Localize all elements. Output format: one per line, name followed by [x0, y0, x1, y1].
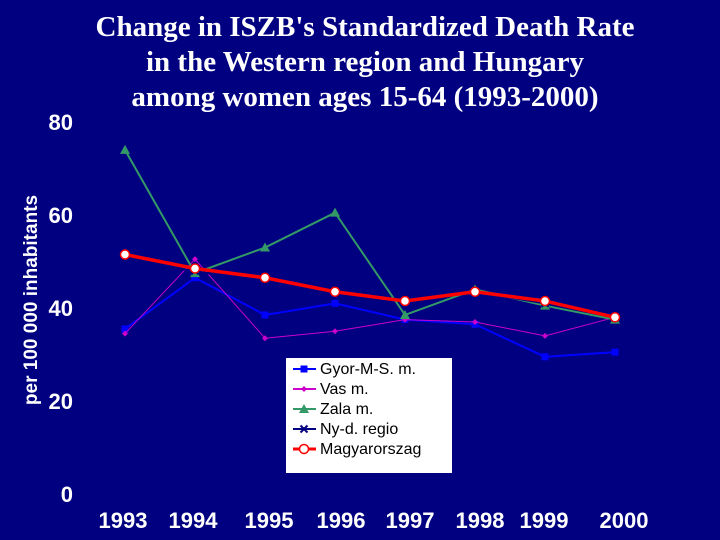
legend-entry: Ny-d. regio — [293, 421, 398, 438]
data-point — [542, 332, 548, 339]
legend-label: Zala m. — [320, 401, 373, 418]
data-point — [260, 242, 270, 252]
data-point — [261, 311, 269, 319]
data-point — [611, 348, 619, 356]
legend-entry: Magyarorszag — [293, 441, 421, 458]
legend-entry: Gyor-M-S. m. — [293, 361, 416, 378]
data-point — [189, 263, 201, 274]
legend-swatch-marker — [301, 386, 307, 392]
y-tick-label: 60 — [49, 203, 73, 228]
y-tick-label: 0 — [61, 482, 73, 507]
x-tick-label: 1996 — [317, 508, 366, 533]
chart-title-line-1: Change in ISZB's Standardized Death Rate — [96, 11, 635, 43]
data-point — [259, 272, 271, 284]
legend-swatch-marker — [299, 424, 309, 434]
y-tick-label: 20 — [49, 389, 73, 414]
series-gyor-m-s-m — [121, 274, 619, 361]
chart-title-line-3: among women ages 15-64 (1993-2000) — [131, 81, 598, 113]
x-tick-label: 2000 — [600, 508, 649, 533]
x-axis-ticks: 1993 1994 1995 1996 1997 1998 1999 2000 — [99, 508, 649, 533]
data-point — [330, 207, 340, 217]
y-tick-label: 40 — [49, 296, 73, 321]
legend-entry: Zala m. — [293, 401, 373, 418]
x-tick-label: 1995 — [245, 508, 294, 533]
series-line — [124, 276, 616, 358]
data-point — [472, 318, 478, 325]
y-axis-label: per 100 000 inhabitants — [21, 195, 42, 405]
data-point — [122, 330, 128, 337]
legend-label: Ny-d. regio — [320, 421, 398, 438]
legend-swatch-marker — [300, 365, 308, 373]
chart-title: Change in ISZB's Standardized Death Rate… — [96, 11, 635, 113]
data-point — [400, 309, 410, 319]
x-tick-label: 1998 — [456, 508, 505, 533]
data-point — [539, 295, 551, 307]
x-tick-label: 1993 — [99, 508, 148, 533]
data-point — [399, 295, 411, 307]
data-point — [609, 312, 621, 323]
series-magyarorszag — [119, 249, 621, 323]
legend-swatch-marker — [298, 443, 310, 455]
legend-label: Magyarorszag — [320, 441, 421, 458]
y-tick-label: 80 — [49, 110, 73, 135]
legend-box — [286, 358, 452, 473]
series-layer — [119, 144, 621, 361]
data-point — [119, 249, 131, 260]
data-point — [120, 259, 130, 269]
y-axis-ticks: 0 20 40 60 80 — [49, 110, 73, 507]
data-point — [192, 256, 198, 263]
legend-entry: Vas m. — [293, 381, 369, 398]
data-point — [262, 335, 268, 342]
data-point — [469, 286, 481, 297]
x-tick-label: 1999 — [520, 508, 569, 533]
data-point — [541, 353, 549, 361]
data-point — [332, 328, 338, 335]
legend-label: Vas m. — [320, 381, 369, 398]
legend: Gyor-M-S. m. Vas m. Zala m. Ny-d. regio Magy… — [286, 358, 452, 473]
legend-swatch-marker — [299, 404, 309, 413]
legend-label: Gyor-M-S. m. — [320, 361, 416, 378]
data-point — [120, 144, 130, 154]
chart-title-line-2: in the Western region and Hungary — [146, 46, 585, 78]
x-tick-label: 1997 — [386, 508, 435, 533]
data-point — [191, 274, 199, 282]
data-point — [331, 299, 339, 307]
data-point — [329, 286, 341, 297]
data-point — [121, 325, 129, 333]
x-tick-label: 1994 — [169, 508, 219, 533]
series-line — [124, 252, 616, 320]
series-line — [124, 149, 616, 321]
